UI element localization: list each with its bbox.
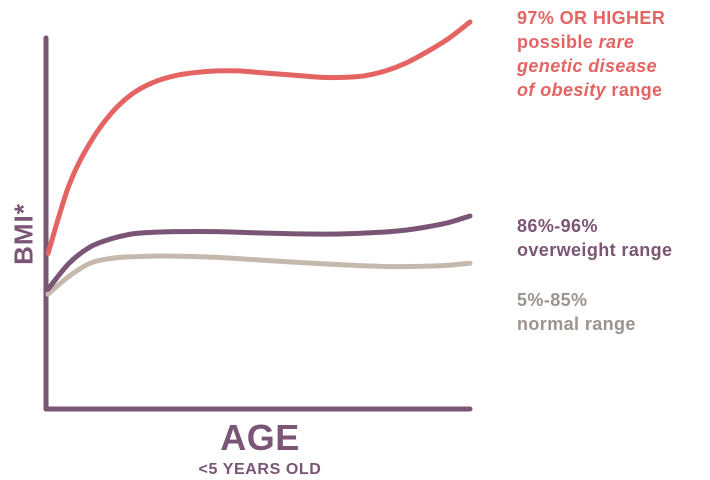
label-97-or-higher: 97% OR HIGHER possible rare genetic dise… <box>517 6 665 102</box>
series-line-overweight <box>45 213 473 292</box>
series-line-97-or-higher <box>45 19 473 256</box>
label-overweight-line2: overweight range <box>517 240 673 260</box>
label-high-line3-em: genetic disease <box>517 56 658 76</box>
label-normal-line2: normal range <box>517 314 636 334</box>
x-axis-sublabel: <5 YEARS OLD <box>198 461 322 478</box>
label-overweight-line1: 86%-96% <box>517 216 598 236</box>
x-axis-label: AGE <box>220 417 300 458</box>
label-high-line3: genetic disease <box>517 54 665 78</box>
label-high-line4: of obesity range <box>517 78 665 102</box>
label-high-line2-text: possible <box>517 32 599 52</box>
label-high-line2: possible rare <box>517 30 665 54</box>
chart-axes <box>43 35 473 412</box>
label-high-line1: 97% OR HIGHER <box>517 8 666 28</box>
label-high-line4-text: range <box>606 80 663 100</box>
label-high-line4-em: of obesity <box>517 80 607 100</box>
series-line-normal <box>45 253 473 297</box>
y-axis-label: BMI* <box>8 203 39 265</box>
label-overweight: 86%-96% overweight range <box>517 214 672 262</box>
chart-series-lines <box>45 19 473 297</box>
label-normal: 5%-85% normal range <box>517 288 636 336</box>
label-high-line2-em: rare <box>598 32 635 52</box>
label-normal-line1: 5%-85% <box>517 290 588 310</box>
